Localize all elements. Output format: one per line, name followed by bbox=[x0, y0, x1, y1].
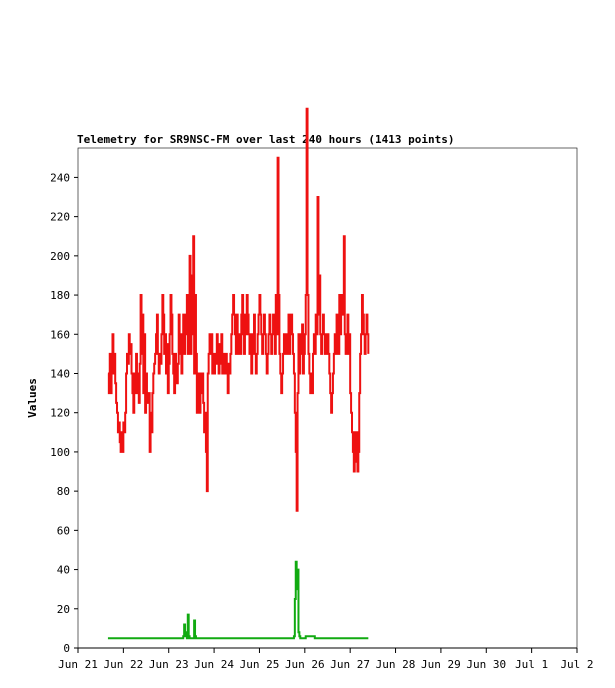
y-tick-label: 200 bbox=[50, 250, 70, 263]
series-layer bbox=[107, 107, 370, 640]
y-tick-label: 60 bbox=[57, 524, 70, 537]
y-tick-label: 220 bbox=[50, 211, 70, 224]
series-line-1 bbox=[107, 107, 370, 512]
y-tick-label: 160 bbox=[50, 328, 70, 341]
chart-title: Telemetry for SR9NSC-FM over last 240 ho… bbox=[77, 133, 455, 146]
y-tick-label: 180 bbox=[50, 289, 70, 302]
y-tick-label: 40 bbox=[57, 564, 70, 577]
series-line-2 bbox=[107, 560, 369, 640]
x-tick-label: Jun 27 bbox=[330, 658, 370, 671]
y-tick-label: 80 bbox=[57, 485, 70, 498]
x-tick-label: Jun 29 bbox=[421, 658, 461, 671]
y-tick-label: 140 bbox=[50, 367, 70, 380]
x-tick-label: Jun 25 bbox=[240, 658, 280, 671]
x-tick-label: Jun 22 bbox=[103, 658, 143, 671]
x-tick-label: Jun 23 bbox=[149, 658, 189, 671]
y-axis: 0 20 40 60 80 100 120 140 160 180 200 220 240 bbox=[50, 171, 78, 655]
y-tick-label: 100 bbox=[50, 446, 70, 459]
y-tick-label: 20 bbox=[57, 603, 70, 616]
x-tick-label: Jun 30 bbox=[466, 658, 506, 671]
y-tick-label: 120 bbox=[50, 407, 70, 420]
y-tick-label: 240 bbox=[50, 171, 70, 184]
x-tick-label: Jul 2 bbox=[560, 658, 593, 671]
x-tick-label: Jun 28 bbox=[376, 658, 416, 671]
x-axis: Jun 21 Jun 22 Jun 23 Jun 24 Jun 25 Jun 26 Jun … bbox=[58, 648, 594, 671]
y-axis-label: Values bbox=[26, 378, 39, 418]
x-tick-label: Jun 26 bbox=[285, 658, 325, 671]
y-tick-label: 0 bbox=[63, 642, 70, 655]
x-tick-label: Jul 1 bbox=[515, 658, 548, 671]
x-tick-label: Jun 24 bbox=[194, 658, 234, 671]
x-tick-label: Jun 21 bbox=[58, 658, 98, 671]
